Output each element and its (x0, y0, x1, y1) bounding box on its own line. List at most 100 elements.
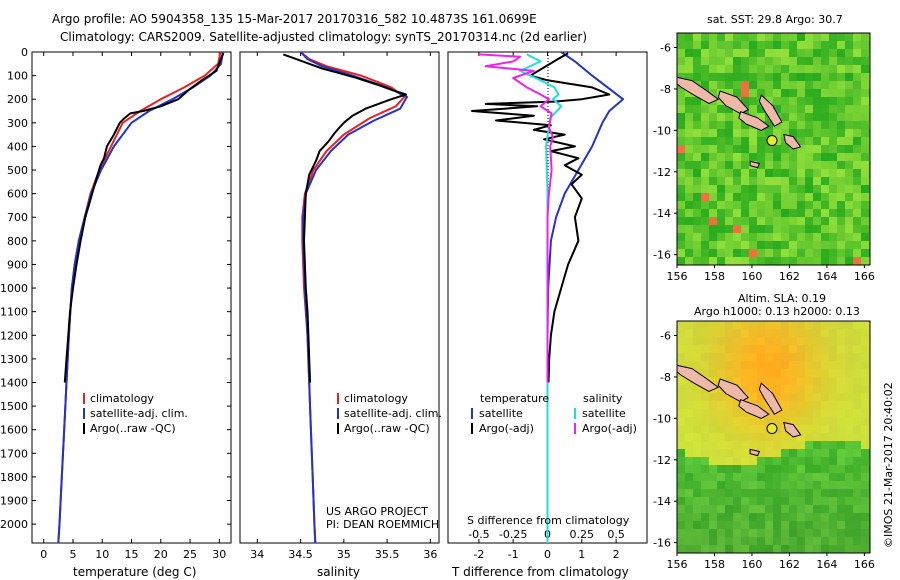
map-cell (717, 177, 726, 186)
map-cell (709, 73, 718, 82)
map-cell (805, 537, 814, 546)
map-cell (701, 457, 710, 466)
map-cell (837, 377, 846, 386)
map-cell (853, 241, 862, 250)
map-cell (781, 385, 790, 394)
map-cell (861, 57, 870, 66)
map-cell (773, 409, 782, 418)
map-cell (845, 521, 854, 530)
map-cell (693, 529, 702, 538)
map-cell (789, 353, 798, 362)
island (677, 76, 720, 104)
x-tick-label: 2 (613, 548, 620, 561)
map-cell (717, 433, 726, 442)
map-cell (677, 409, 686, 418)
map-cell (693, 329, 702, 338)
map-cell (749, 329, 758, 338)
map-cell (741, 409, 750, 418)
map-cell (797, 105, 806, 114)
map-cell (685, 89, 694, 98)
map-cell (733, 233, 742, 242)
map-cell (789, 385, 798, 394)
map-cell (709, 329, 718, 338)
map-cell (717, 217, 726, 226)
map-cell (805, 33, 814, 42)
map-cell (757, 321, 766, 330)
map-cell (821, 481, 830, 490)
map-cell (741, 161, 750, 170)
map-cell (725, 137, 734, 146)
map-cell (733, 545, 742, 553)
map-cell (829, 545, 838, 553)
map-cell (837, 49, 846, 58)
map-cell (805, 497, 814, 506)
map-cell (741, 473, 750, 482)
map-cell (741, 433, 750, 442)
temperature-x-axis: 0 5 10 15 20 25 30 (40, 52, 226, 561)
map-cell (837, 449, 846, 458)
map-cell (797, 337, 806, 346)
map-cell (685, 217, 694, 226)
map-cell (741, 441, 750, 450)
map-cell (765, 481, 774, 490)
map-cell (837, 145, 846, 154)
map-cell (741, 377, 750, 386)
map-cell (717, 33, 726, 42)
map-cell (789, 97, 798, 106)
map-x-tick-label: 164 (816, 558, 837, 571)
map-cell (765, 81, 774, 90)
map-cell (701, 81, 710, 90)
map-cell (685, 225, 694, 234)
map-cell (741, 457, 750, 466)
map-cell (813, 361, 822, 370)
map-cell (749, 417, 758, 426)
map-cell (677, 545, 686, 553)
map-cell (693, 177, 702, 186)
map-y-tick-label: -8 (660, 83, 671, 96)
sst-land (677, 76, 802, 169)
map-cell (709, 81, 718, 90)
map-cell (701, 201, 710, 210)
map-cell (829, 481, 838, 490)
map-cell (845, 465, 854, 474)
map-cell (733, 361, 742, 370)
map-cell (781, 457, 790, 466)
map-cell (709, 49, 718, 58)
map-cell (693, 513, 702, 522)
map-cell (733, 201, 742, 210)
map-cell (813, 321, 822, 330)
map-cell (693, 65, 702, 74)
map-cell (701, 401, 710, 410)
map-cell (813, 393, 822, 402)
map-cell (805, 161, 814, 170)
map-cell (677, 209, 686, 218)
map-cell (853, 441, 862, 450)
map-cell (861, 545, 870, 553)
map-y-tick-label: -16 (653, 249, 671, 262)
map-cell (765, 257, 774, 265)
map-cell (709, 121, 718, 130)
map-cell (797, 169, 806, 178)
map-cell (733, 153, 742, 162)
map-cell (693, 241, 702, 250)
map-cell (757, 521, 766, 530)
map-cell (693, 169, 702, 178)
map-cell (845, 49, 854, 58)
map-cell (781, 105, 790, 114)
map-cell (701, 129, 710, 138)
map-cell (749, 489, 758, 498)
map-cell (845, 537, 854, 546)
map-cell (813, 217, 822, 226)
map-cell (773, 177, 782, 186)
map-cell (709, 537, 718, 546)
map-cell (829, 153, 838, 162)
map-cell (717, 425, 726, 434)
map-cell (837, 193, 846, 202)
map-cell (765, 185, 774, 194)
map-cell (813, 449, 822, 458)
map-cell (813, 129, 822, 138)
map-cell (773, 513, 782, 522)
map-cell (821, 449, 830, 458)
map-cell (845, 337, 854, 346)
map-cell (725, 185, 734, 194)
